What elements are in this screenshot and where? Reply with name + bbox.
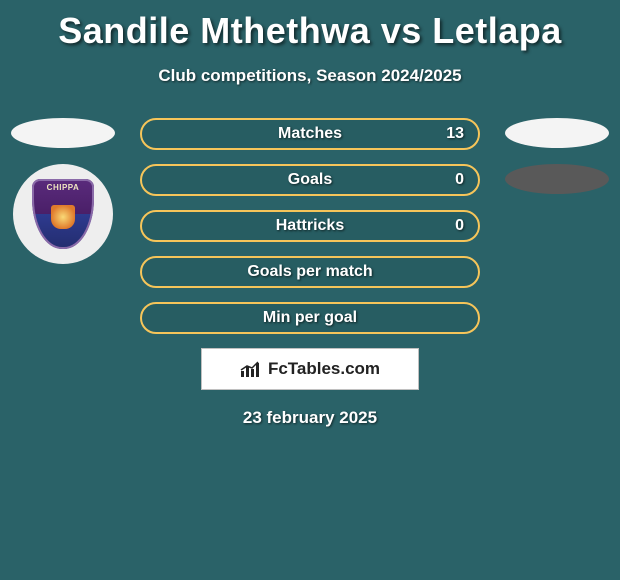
stat-value-right: 0 xyxy=(455,171,464,189)
stat-label: Goals per match xyxy=(247,263,372,281)
right-player-column xyxy=(502,118,612,194)
shield-center-icon xyxy=(51,205,75,229)
comparison-content: CHIPPA Matches 13 Goals 0 Hattricks 0 Go… xyxy=(0,118,620,428)
brand-box[interactable]: FcTables.com xyxy=(201,348,419,390)
stat-row-goals: Goals 0 xyxy=(140,164,480,196)
stat-row-hattricks: Hattricks 0 xyxy=(140,210,480,242)
stat-value-right: 13 xyxy=(446,125,464,143)
right-player-avatar-placeholder xyxy=(505,118,609,148)
right-club-logo-placeholder xyxy=(505,164,609,194)
left-club-name: CHIPPA xyxy=(32,183,94,192)
left-player-avatar-placeholder xyxy=(11,118,115,148)
stat-row-matches: Matches 13 xyxy=(140,118,480,150)
stat-label: Matches xyxy=(278,125,342,143)
left-club-logo: CHIPPA xyxy=(13,164,113,264)
stat-row-min-per-goal: Min per goal xyxy=(140,302,480,334)
page-subtitle: Club competitions, Season 2024/2025 xyxy=(0,66,620,86)
stat-label: Hattricks xyxy=(276,217,344,235)
bar-chart-icon xyxy=(240,360,262,378)
date-label: 23 february 2025 xyxy=(0,408,620,428)
stat-label: Goals xyxy=(288,171,332,189)
page-title: Sandile Mthethwa vs Letlapa xyxy=(0,0,620,52)
stat-value-right: 0 xyxy=(455,217,464,235)
shield-icon: CHIPPA xyxy=(32,179,94,249)
brand-text: FcTables.com xyxy=(268,359,380,379)
left-player-column: CHIPPA xyxy=(8,118,118,264)
stat-row-goals-per-match: Goals per match xyxy=(140,256,480,288)
stat-label: Min per goal xyxy=(263,309,357,327)
